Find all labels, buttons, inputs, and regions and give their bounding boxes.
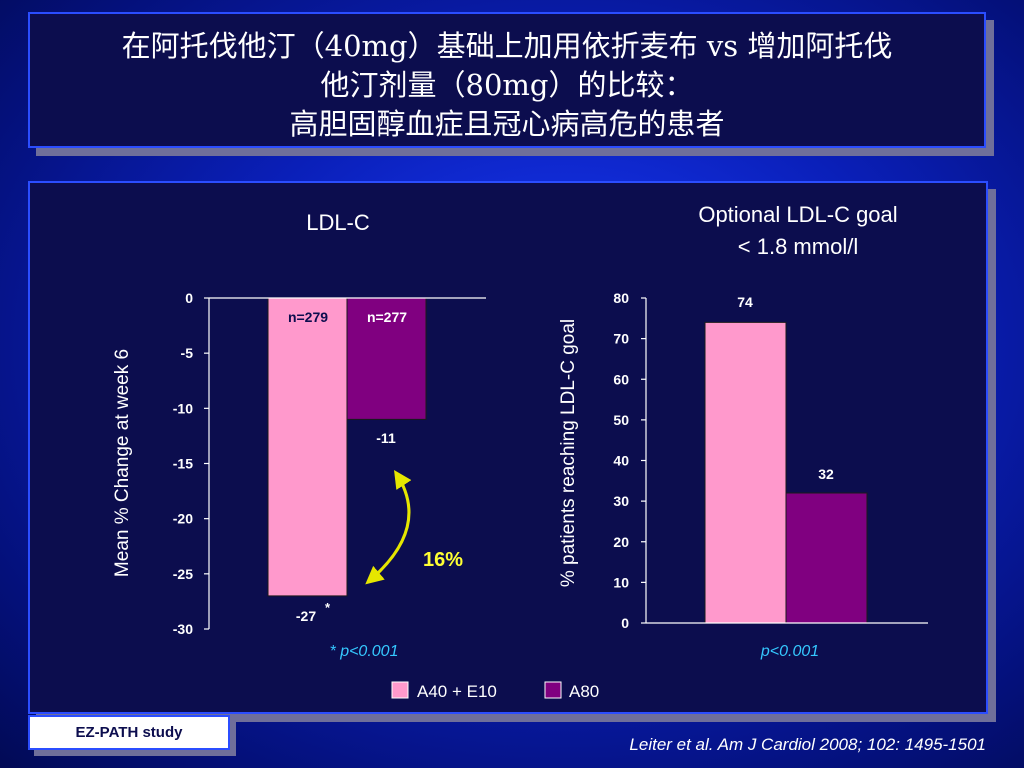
legend-swatch-a40e10: [391, 681, 409, 699]
chart2-value-label-2: 32: [818, 466, 834, 482]
study-label: EZ-PATH study: [28, 715, 230, 750]
chart2-title-line-2: < 1.8 mmol/l: [738, 234, 858, 259]
chart2-ylabel: % patients reaching LDL-C goal: [558, 319, 579, 587]
title-line-2: 他汀剂量（80mg）的比较：: [320, 68, 694, 102]
chart1-y-tick-label: -10: [173, 400, 193, 416]
chart2-pvalue: p<0.001: [760, 643, 819, 660]
chart2-y-tick-label: 50: [613, 412, 629, 428]
chart1-value-label-1: -27: [296, 608, 316, 624]
chart2-title-line-1: Optional LDL-C goal: [698, 202, 897, 227]
title-line-1: 在阿托伐他汀（40mg）基础上加用依折麦布 vs 增加阿托伐: [121, 29, 893, 63]
chart2-y-tick-label: 0: [621, 615, 629, 631]
chart1-value-label-2: -11: [376, 430, 396, 446]
chart1-difference-arrow: [365, 469, 412, 585]
citation: Leiter et al. Am J Cardiol 2008; 102: 14…: [629, 735, 986, 754]
chart1-y-axis: 0 -5 -10 -15 -20 -25 -30: [173, 290, 210, 637]
chart1-y-tick-label: -25: [173, 566, 193, 582]
chart1-y-tick-label: -30: [173, 621, 193, 637]
chart-panel: [28, 181, 988, 714]
chart1-bar-2: [346, 297, 427, 420]
chart2-y-axis: 80 70 60 50 40 30 20 10 0: [613, 290, 647, 631]
chart1-y-tick-label: 0: [185, 290, 193, 306]
legend-swatch-a80: [544, 681, 562, 699]
chart1-y-tick-label: -20: [173, 511, 193, 527]
chart1-bars: [267, 297, 427, 597]
chart1-n-label-2: n=277: [367, 309, 407, 325]
chart2-y-tick-label: 60: [613, 371, 629, 387]
chart1-annotation: 16%: [423, 549, 463, 571]
chart1-title: LDL-C: [306, 210, 370, 235]
chart2-y-tick-label: 20: [613, 534, 629, 550]
chart2-y-tick-label: 80: [613, 290, 629, 306]
chart2-y-tick-label: 40: [613, 453, 629, 469]
chart2-y-tick-label: 10: [613, 574, 629, 590]
chart1-y-tick-label: -5: [181, 345, 194, 361]
legend-label-a40e10: A40 + E10: [417, 682, 497, 701]
chart2-y-tick-label: 70: [613, 331, 629, 347]
chart1-n-label-1: n=279: [288, 309, 328, 325]
chart2-y-tick-label: 30: [613, 493, 629, 509]
chart1-pvalue: * p<0.001: [330, 643, 399, 660]
chart2-bar-1: [704, 321, 787, 624]
chart2-bars: [704, 321, 868, 624]
chart1-bar-1: [267, 297, 348, 597]
legend-label-a80: A80: [569, 682, 599, 701]
chart2-bar-2: [785, 492, 868, 624]
slide-title: 在阿托伐他汀（40mg）基础上加用依折麦布 vs 增加阿托伐 他汀剂量（80mg…: [28, 12, 986, 148]
chart1-ylabel: Mean % Change at week 6: [112, 349, 133, 577]
chart2-value-label-1: 74: [737, 294, 753, 310]
chart1-y-tick-label: -15: [173, 456, 193, 472]
title-line-3: 高胆固醇血症且冠心病高危的患者: [289, 107, 725, 141]
chart1-significance-marker: *: [325, 600, 331, 615]
